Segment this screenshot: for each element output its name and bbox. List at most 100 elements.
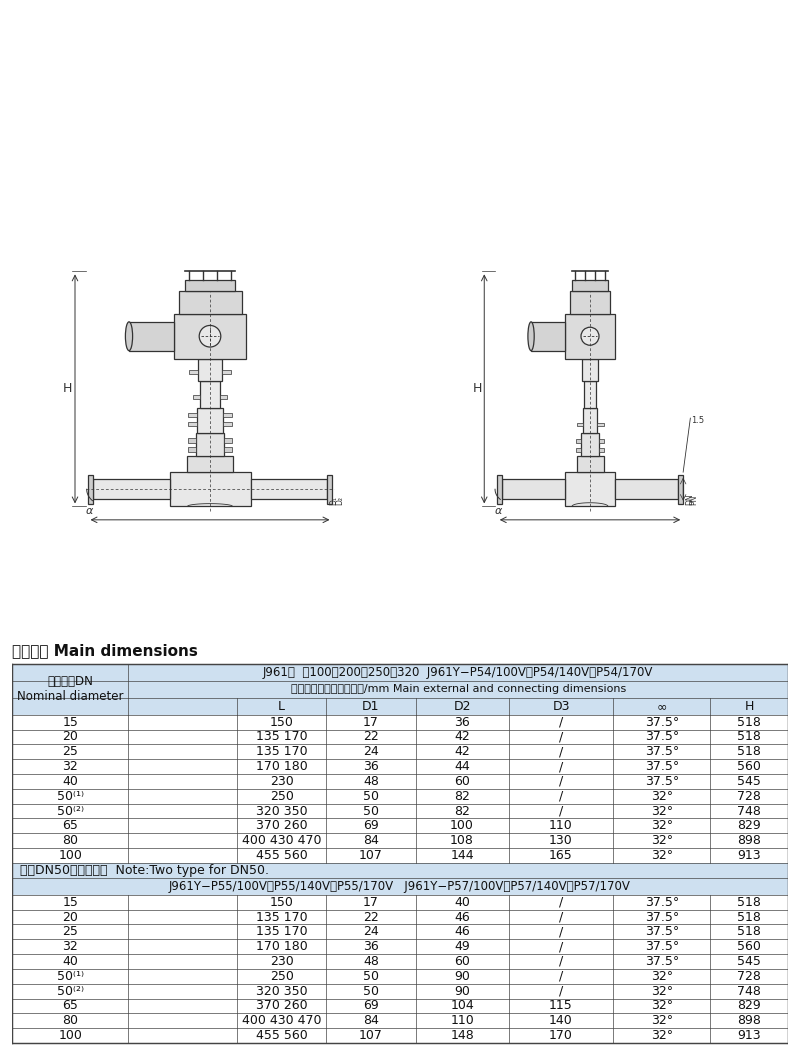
Text: 545: 545 xyxy=(738,775,761,788)
Text: 90: 90 xyxy=(454,984,470,998)
Text: D1: D1 xyxy=(362,700,380,713)
Text: 50⁽¹⁾: 50⁽¹⁾ xyxy=(57,790,84,803)
Text: 898: 898 xyxy=(738,1015,761,1027)
Bar xyxy=(12,1014,788,1028)
Text: 32°: 32° xyxy=(651,819,673,833)
Text: α: α xyxy=(495,506,502,515)
Text: 100: 100 xyxy=(58,1029,82,1042)
Text: 560: 560 xyxy=(738,940,761,953)
Text: 913: 913 xyxy=(738,1029,761,1042)
Text: 320 350: 320 350 xyxy=(256,805,307,817)
Text: /: / xyxy=(559,970,563,982)
Text: 40: 40 xyxy=(62,775,78,788)
Text: 80: 80 xyxy=(62,834,78,847)
Text: J961型  －100、200、250、320  J961Y−P54/100V、P54/140V、P54/170V: J961型 －100、200、250、320 J961Y−P54/100V、P5… xyxy=(263,666,654,678)
Text: /: / xyxy=(559,730,563,743)
Text: 82: 82 xyxy=(454,790,470,803)
Bar xyxy=(178,292,242,313)
Bar xyxy=(12,954,788,969)
Text: 46: 46 xyxy=(454,910,470,924)
Text: 545: 545 xyxy=(738,955,761,968)
Bar xyxy=(193,395,200,399)
Bar xyxy=(12,729,788,744)
Text: D₁: D₁ xyxy=(329,496,338,506)
Text: 42: 42 xyxy=(454,730,470,743)
Text: 829: 829 xyxy=(738,999,761,1013)
Text: 135 170: 135 170 xyxy=(256,925,307,938)
Text: α: α xyxy=(86,506,93,515)
Text: 165: 165 xyxy=(549,849,573,862)
Text: 100: 100 xyxy=(450,819,474,833)
Text: /: / xyxy=(559,760,563,773)
Bar xyxy=(170,472,250,507)
Text: 50: 50 xyxy=(363,790,379,803)
Text: 518: 518 xyxy=(738,925,761,938)
Bar xyxy=(577,456,603,472)
Bar xyxy=(220,395,227,399)
Text: 913: 913 xyxy=(738,849,761,862)
Bar xyxy=(614,480,678,500)
Bar xyxy=(327,474,333,504)
Bar xyxy=(189,413,198,417)
Bar xyxy=(599,448,605,452)
Text: 898: 898 xyxy=(738,834,761,847)
Circle shape xyxy=(199,325,221,347)
Text: 728: 728 xyxy=(738,790,761,803)
Bar xyxy=(566,314,614,358)
Bar xyxy=(222,370,230,374)
Text: 84: 84 xyxy=(363,834,379,847)
Text: 108: 108 xyxy=(450,834,474,847)
Bar xyxy=(582,409,597,434)
Text: 主要尼寸 Main dimensions: 主要尼寸 Main dimensions xyxy=(12,644,198,658)
Bar xyxy=(88,474,93,504)
Text: 24: 24 xyxy=(363,925,378,938)
Text: 748: 748 xyxy=(738,805,761,817)
Text: 170: 170 xyxy=(549,1029,573,1042)
Text: 15: 15 xyxy=(62,716,78,728)
Text: 135 170: 135 170 xyxy=(256,910,307,924)
Text: 65: 65 xyxy=(62,819,78,833)
Text: 560: 560 xyxy=(738,760,761,773)
Text: 518: 518 xyxy=(738,745,761,759)
Bar xyxy=(12,804,788,818)
Bar xyxy=(572,280,608,292)
Bar xyxy=(128,664,788,680)
Bar xyxy=(584,381,596,409)
Text: D3: D3 xyxy=(552,700,570,713)
Text: 107: 107 xyxy=(359,1029,383,1042)
Text: 50: 50 xyxy=(363,970,379,982)
Bar xyxy=(12,983,788,999)
Text: /: / xyxy=(559,984,563,998)
Text: L: L xyxy=(278,700,285,713)
Bar xyxy=(597,422,603,426)
Text: 48: 48 xyxy=(363,955,379,968)
Text: /: / xyxy=(559,955,563,968)
Text: 100: 100 xyxy=(58,849,82,862)
Text: 42: 42 xyxy=(454,745,470,759)
Text: 48: 48 xyxy=(363,775,379,788)
Text: 104: 104 xyxy=(450,999,474,1013)
Bar xyxy=(576,448,581,452)
Bar xyxy=(531,322,566,351)
Bar xyxy=(93,480,170,500)
Text: 170 180: 170 180 xyxy=(256,940,307,953)
Text: 728: 728 xyxy=(738,970,761,982)
Bar xyxy=(576,439,581,443)
Text: 37.5°: 37.5° xyxy=(645,745,679,759)
Text: 22: 22 xyxy=(363,910,378,924)
Text: 15: 15 xyxy=(62,896,78,909)
Ellipse shape xyxy=(126,322,133,351)
Text: 37.5°: 37.5° xyxy=(645,896,679,909)
Bar xyxy=(186,280,234,292)
Text: 148: 148 xyxy=(450,1029,474,1042)
Text: 400 430 470: 400 430 470 xyxy=(242,834,322,847)
Text: D2: D2 xyxy=(454,700,471,713)
Bar xyxy=(224,447,232,452)
Text: 17: 17 xyxy=(363,896,379,909)
Text: 250: 250 xyxy=(270,790,294,803)
Bar xyxy=(12,789,788,804)
Text: 37.5°: 37.5° xyxy=(645,955,679,968)
Text: 65: 65 xyxy=(62,999,78,1013)
Text: 150: 150 xyxy=(270,896,294,909)
Bar xyxy=(678,474,683,504)
